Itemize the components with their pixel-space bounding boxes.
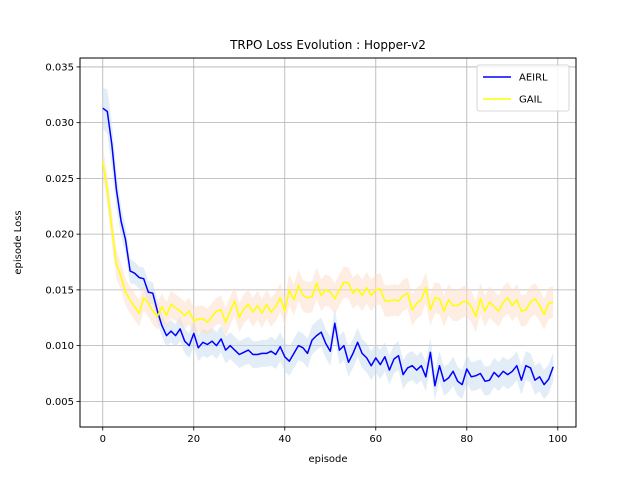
- y-tick-label: 0.030: [45, 118, 74, 129]
- legend-label-aeirl: AEIRL: [519, 73, 548, 84]
- y-tick-label: 0.005: [45, 397, 74, 408]
- grid: [80, 58, 576, 427]
- y-tick-label: 0.035: [45, 62, 74, 73]
- legend: AEIRL GAIL: [476, 64, 570, 112]
- y-axis-label: episode Loss: [13, 210, 24, 274]
- x-axis-label: episode: [308, 454, 347, 465]
- band-aeirl: [102, 88, 554, 401]
- legend-label-gail: GAIL: [519, 95, 543, 106]
- x-tick-label: 60: [369, 434, 382, 445]
- y-tick-label: 0.025: [45, 174, 74, 185]
- line-gail: [102, 161, 554, 323]
- axis-ticks: 0 20 40 60 80 100 0.005 0.010 0.015 0.020 0.025 0.0…: [45, 62, 567, 445]
- x-tick-label: 20: [187, 434, 200, 445]
- y-tick-label: 0.010: [45, 341, 74, 352]
- x-tick-label: 80: [460, 434, 473, 445]
- series-lines: [102, 107, 554, 387]
- band-gail: [102, 147, 554, 337]
- line-aeirl: [102, 107, 554, 387]
- plot-frame: [79, 57, 577, 428]
- x-tick-label: 40: [278, 434, 291, 445]
- x-tick-label: 100: [548, 434, 567, 445]
- chart-title: TRPO Loss Evolution : Hopper-v2: [229, 38, 426, 52]
- y-tick-label: 0.015: [45, 285, 74, 296]
- x-tick-label: 0: [100, 434, 106, 445]
- y-tick-label: 0.020: [45, 230, 74, 241]
- confidence-bands: [102, 88, 554, 401]
